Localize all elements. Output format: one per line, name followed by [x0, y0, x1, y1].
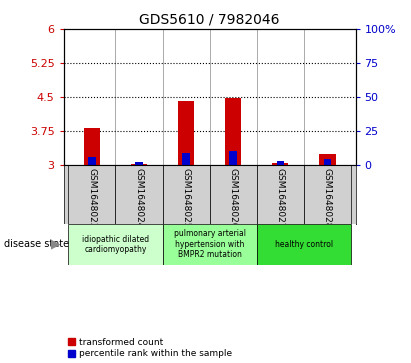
Bar: [88, 157, 96, 165]
Bar: [277, 161, 284, 165]
Bar: [131, 164, 147, 165]
Text: GSM1648025: GSM1648025: [182, 168, 191, 229]
Bar: [272, 163, 289, 165]
Text: idiopathic dilated
cardiomyopathy: idiopathic dilated cardiomyopathy: [82, 234, 149, 254]
Bar: [229, 151, 237, 165]
Bar: [319, 154, 335, 165]
Text: healthy control: healthy control: [275, 240, 333, 249]
Text: ▶: ▶: [51, 238, 60, 251]
Text: pulmonary arterial
hypertension with
BMPR2 mutation: pulmonary arterial hypertension with BMP…: [173, 229, 246, 259]
Text: GSM1648024: GSM1648024: [134, 168, 143, 229]
Bar: [162, 224, 257, 265]
Bar: [257, 165, 304, 224]
Text: disease state: disease state: [4, 239, 69, 249]
Legend: transformed count, percentile rank within the sample: transformed count, percentile rank withi…: [68, 338, 232, 359]
Text: GSM1648023: GSM1648023: [88, 168, 97, 229]
Title: GDS5610 / 7982046: GDS5610 / 7982046: [139, 12, 280, 26]
Bar: [304, 165, 351, 224]
Bar: [68, 224, 162, 265]
Text: GSM1648028: GSM1648028: [323, 168, 332, 229]
Text: GSM1648027: GSM1648027: [276, 168, 285, 229]
Bar: [115, 165, 162, 224]
Bar: [210, 165, 257, 224]
Bar: [225, 98, 241, 165]
Bar: [323, 159, 331, 165]
Bar: [135, 162, 143, 165]
Bar: [182, 152, 190, 165]
Bar: [68, 165, 115, 224]
Bar: [257, 224, 351, 265]
Bar: [178, 101, 194, 165]
Text: GSM1648026: GSM1648026: [229, 168, 238, 229]
Bar: [84, 127, 100, 165]
Bar: [162, 165, 210, 224]
